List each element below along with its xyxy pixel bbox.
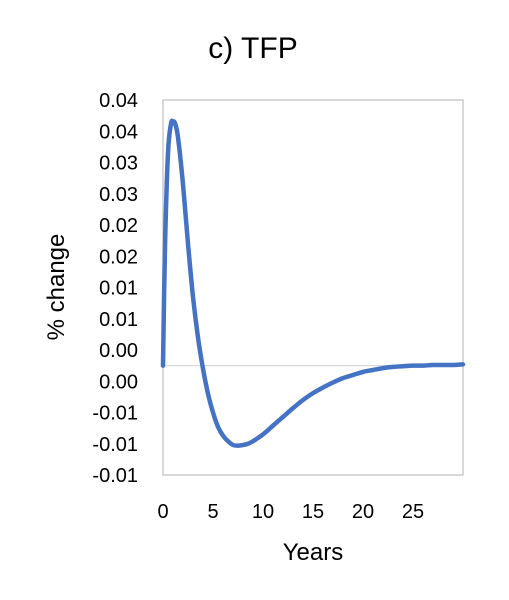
x-tick-labels: 0 5 10 15 20 25 <box>157 501 424 523</box>
chart-title: c) TFP <box>208 32 297 65</box>
x-tick-label: 0 <box>157 501 168 523</box>
x-tick-label: 15 <box>302 501 324 523</box>
series-line <box>160 118 466 448</box>
plot-frame <box>162 99 464 476</box>
y-tick-label: -0.01 <box>92 403 138 425</box>
y-tick-label: 0.03 <box>99 184 138 206</box>
y-tick-label: 0.01 <box>99 278 138 300</box>
x-axis-label: Years <box>283 539 344 566</box>
y-tick-label: 0.00 <box>99 340 138 362</box>
y-tick-label: 0.00 <box>99 371 138 393</box>
y-tick-label: 0.02 <box>99 246 138 268</box>
y-tick-label: 0.02 <box>99 215 138 237</box>
y-tick-label: -0.01 <box>92 434 138 456</box>
y-tick-label: 0.04 <box>99 90 138 112</box>
x-tick-label: 5 <box>207 501 218 523</box>
y-tick-label: -0.01 <box>92 465 138 487</box>
x-tick-label: 20 <box>352 501 374 523</box>
x-tick-label: 10 <box>252 501 274 523</box>
y-axis-label: % change <box>43 234 70 341</box>
y-tick-label: 0.01 <box>99 309 138 331</box>
x-tick-label: 25 <box>402 501 424 523</box>
y-tick-labels: -0.01 -0.01 -0.01 0.00 0.00 0.01 0.01 0.02 0.02 0… <box>92 90 138 487</box>
y-tick-label: 0.04 <box>99 121 138 143</box>
y-tick-label: 0.03 <box>99 153 138 175</box>
